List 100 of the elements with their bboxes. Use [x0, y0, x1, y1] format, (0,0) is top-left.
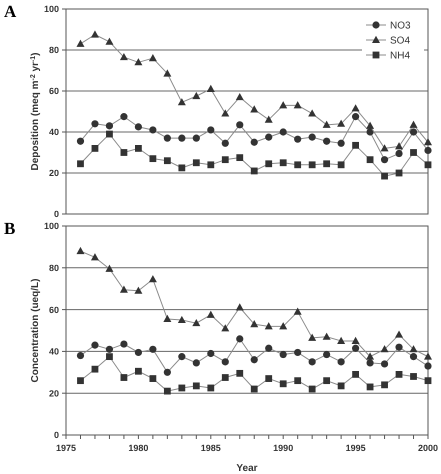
point	[424, 138, 432, 146]
point	[178, 316, 186, 324]
point	[207, 161, 214, 168]
point	[207, 350, 214, 358]
x-tick-label: 1975	[56, 443, 76, 453]
point	[76, 40, 84, 47]
point	[236, 303, 244, 311]
point	[149, 155, 156, 162]
point	[410, 128, 418, 136]
y-tick-label: 20	[48, 388, 59, 398]
point	[337, 120, 346, 127]
legend-label: NO3	[390, 20, 411, 32]
point	[323, 377, 330, 384]
point	[178, 98, 186, 106]
point	[308, 358, 316, 366]
point	[76, 352, 84, 360]
point	[250, 138, 258, 146]
point	[279, 322, 288, 330]
point	[381, 172, 388, 180]
point	[221, 324, 230, 332]
y-tick-label: 20	[48, 168, 59, 178]
chart-title: A	[4, 2, 17, 21]
point	[163, 314, 172, 322]
point	[207, 126, 214, 134]
point	[338, 161, 345, 168]
point	[236, 370, 244, 377]
point	[338, 382, 345, 390]
point	[134, 286, 142, 294]
point	[164, 134, 171, 142]
point	[424, 146, 432, 154]
point	[265, 160, 272, 168]
y-tick-label: 40	[48, 346, 59, 357]
point	[410, 353, 418, 360]
point	[120, 149, 128, 156]
x-tick-label: 1995	[346, 443, 366, 453]
point	[77, 377, 84, 384]
point	[280, 128, 287, 136]
point	[236, 92, 244, 100]
point	[395, 142, 404, 150]
point	[178, 164, 186, 172]
y-tick-label: 0	[54, 430, 59, 440]
point	[91, 342, 99, 349]
point	[164, 157, 171, 164]
point	[366, 384, 374, 390]
point	[323, 138, 330, 145]
point	[424, 377, 432, 384]
point	[308, 109, 316, 117]
point	[92, 366, 98, 373]
point	[265, 375, 272, 382]
point	[120, 374, 128, 381]
point	[134, 58, 142, 66]
point	[206, 310, 215, 318]
point	[221, 109, 230, 117]
point	[149, 346, 156, 353]
point	[352, 344, 360, 352]
point	[294, 307, 302, 315]
point	[338, 358, 345, 366]
point	[380, 144, 389, 152]
point	[92, 145, 98, 152]
point	[105, 264, 114, 272]
point	[280, 159, 287, 166]
point	[424, 161, 432, 168]
point	[148, 275, 157, 282]
point	[192, 92, 200, 100]
point	[264, 322, 273, 330]
point	[236, 154, 244, 162]
y-tick-label: 40	[48, 127, 59, 138]
point	[264, 116, 273, 123]
point	[323, 160, 330, 168]
point	[163, 69, 172, 77]
point	[134, 348, 142, 356]
y-tick-label: 60	[48, 304, 59, 315]
point	[323, 350, 330, 358]
point	[207, 384, 214, 392]
point	[91, 120, 99, 128]
point	[265, 134, 272, 141]
point	[380, 156, 388, 164]
point	[352, 113, 360, 120]
legend-label: SO4	[390, 36, 410, 46]
point	[178, 353, 186, 360]
y-tick-label: 80	[48, 262, 59, 273]
point	[90, 253, 99, 260]
point	[294, 377, 302, 384]
point	[380, 345, 389, 352]
point	[395, 330, 404, 338]
point	[222, 374, 229, 381]
point	[149, 126, 156, 134]
point	[206, 84, 215, 92]
y-tick-label: 100	[44, 4, 59, 14]
point	[164, 388, 171, 395]
point	[322, 120, 331, 128]
point	[308, 334, 316, 341]
point	[352, 336, 360, 344]
y-tick-label: 100	[44, 221, 59, 232]
point	[236, 121, 244, 128]
point	[106, 122, 114, 130]
x-axis-title: Year	[236, 463, 258, 474]
point	[148, 54, 157, 62]
point	[322, 332, 331, 340]
point	[352, 142, 359, 149]
